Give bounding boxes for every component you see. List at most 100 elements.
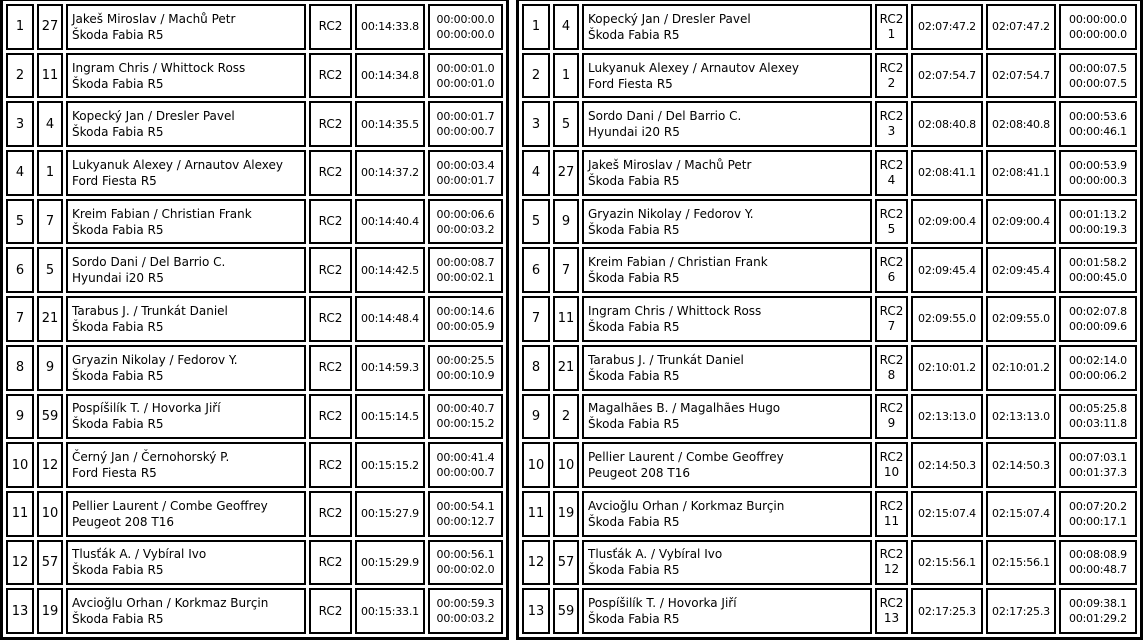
- result-row: 8 21 Tarabus J. / Trunkát Daniel Škoda Fabi…: [522, 344, 1137, 391]
- position-cell: 12: [6, 539, 34, 586]
- gap-to-leader: 00:00:41.4: [436, 451, 495, 465]
- class-cell: RC2: [309, 539, 352, 586]
- result-row: 10 10 Pellier Laurent / Combe Geoffrey Peug…: [522, 442, 1137, 488]
- gap-cell: 00:00:01.7 00:00:00.7: [428, 101, 503, 148]
- stage-time-cell: 00:15:33.1: [355, 588, 425, 634]
- crew-cell: Kopecký Jan / Dresler Pavel Škoda Fabia R…: [66, 101, 306, 148]
- crew-cell: Sordo Dani / Del Barrio C. Hyundai i20 R5: [66, 247, 306, 294]
- car-name: Škoda Fabia R5: [72, 125, 164, 140]
- stage-time-cell: 00:14:59.3: [355, 344, 425, 391]
- total-time-cell: 02:15:56.1: [911, 539, 983, 586]
- car-name: Škoda Fabia R5: [72, 417, 164, 432]
- gap-cell: 00:07:03.1 00:01:37.3: [1059, 442, 1137, 488]
- position-cell: 10: [522, 442, 550, 488]
- crew-cell: Sordo Dani / Del Barrio C. Hyundai i20 R5: [582, 101, 872, 148]
- stage-time-cell: 00:15:27.9: [355, 490, 425, 537]
- gap-to-leader: 00:07:20.2: [1069, 499, 1127, 513]
- total-time-cell: 02:07:47.2: [911, 4, 983, 50]
- stage-time-cell: 00:14:37.2: [355, 150, 425, 196]
- class-cell: RC2 1: [875, 4, 908, 50]
- class-cell: RC2: [309, 198, 352, 245]
- gap-cell: 00:01:13.2 00:00:19.3: [1059, 198, 1137, 245]
- class-name: RC2: [879, 596, 904, 611]
- crew-names: Kopecký Jan / Dresler Pavel: [72, 109, 235, 124]
- class-cell: RC2: [309, 150, 352, 196]
- car-name: Škoda Fabia R5: [72, 563, 164, 578]
- car-number-cell: 4: [553, 4, 579, 50]
- position-cell: 4: [6, 150, 34, 196]
- crew-names: Sordo Dani / Del Barrio C.: [588, 109, 742, 124]
- gap-to-leader: 00:00:03.4: [436, 158, 495, 172]
- gap-to-previous: 00:00:03.2: [436, 612, 495, 626]
- result-row: 1 27 Jakeš Miroslav / Machů Petr Škoda Fabi…: [6, 4, 503, 50]
- car-name: Škoda Fabia R5: [72, 222, 164, 237]
- result-row: 2 1 Lukyanuk Alexey / Arnautov Alexey Ford …: [522, 52, 1137, 99]
- result-row: 11 19 Avcioğlu Orhan / Korkmaz Burçin Škoda…: [522, 490, 1137, 537]
- crew-names: Pellier Laurent / Combe Geoffrey: [588, 450, 784, 465]
- result-row: 2 11 Ingram Chris / Whittock Ross Škoda Fab…: [6, 52, 503, 99]
- class-cell: RC2: [309, 52, 352, 99]
- gap-cell: 00:00:53.6 00:00:46.1: [1059, 101, 1137, 148]
- crew-names: Jakeš Miroslav / Machů Petr: [588, 157, 752, 172]
- class-name: RC2: [879, 109, 904, 124]
- car-number-cell: 21: [553, 344, 579, 391]
- car-name: Hyundai i20 R5: [588, 125, 680, 140]
- class-name: RC2: [879, 60, 904, 75]
- crew-names: Avcioğlu Orhan / Korkmaz Burçin: [72, 596, 269, 611]
- car-number-cell: 9: [37, 344, 63, 391]
- result-row: 11 10 Pellier Laurent / Combe Geoffrey Peug…: [6, 490, 503, 537]
- car-name: Ford Fiesta R5: [72, 466, 157, 481]
- crew-cell: Avcioğlu Orhan / Korkmaz Burçin Škoda Fab…: [66, 588, 306, 634]
- stage-time-cell: 00:15:15.2: [355, 442, 425, 488]
- stage-time-cell: 00:14:40.4: [355, 198, 425, 245]
- class-position: 4: [887, 172, 896, 187]
- class-name: RC2: [879, 157, 904, 172]
- total-time-2-cell: 02:09:45.4: [986, 247, 1056, 294]
- class-cell: RC2 10: [875, 442, 908, 488]
- car-name: Škoda Fabia R5: [72, 76, 164, 91]
- gap-to-leader: 00:00:06.6: [436, 207, 495, 221]
- class-cell: RC2: [309, 588, 352, 634]
- result-row: 5 7 Kreim Fabian / Christian Frank Škoda Fa…: [6, 198, 503, 245]
- car-name: Škoda Fabia R5: [588, 368, 680, 383]
- crew-names: Pellier Laurent / Combe Geoffrey: [72, 498, 268, 513]
- result-row: 13 59 Pospíšilík T. / Hovorka Jiří Škoda Fa…: [522, 588, 1137, 634]
- stage-time-cell: 00:14:48.4: [355, 296, 425, 342]
- class-cell: RC2: [309, 101, 352, 148]
- gap-to-leader: 00:00:53.6: [1069, 110, 1127, 124]
- gap-to-previous: 00:01:29.2: [1069, 612, 1127, 626]
- class-position: 11: [883, 513, 900, 528]
- crew-cell: Jakeš Miroslav / Machů Petr Škoda Fabia R…: [582, 150, 872, 196]
- position-cell: 9: [6, 393, 34, 440]
- gap-to-leader: 00:00:01.7: [436, 110, 495, 124]
- stage-time-cell: 00:14:34.8: [355, 52, 425, 99]
- position-cell: 2: [6, 52, 34, 99]
- stage-results-table: 1 27 Jakeš Miroslav / Machů Petr Škoda Fabi…: [0, 0, 509, 640]
- gap-to-previous: 00:00:06.2: [1069, 368, 1127, 382]
- class-position: 7: [887, 318, 896, 333]
- stage-time-cell: 00:15:29.9: [355, 539, 425, 586]
- gap-to-leader: 00:00:08.7: [436, 256, 495, 270]
- class-name: RC2: [879, 498, 904, 513]
- crew-cell: Gryazin Nikolay / Fedorov Y. Škoda Fabia …: [66, 344, 306, 391]
- gap-cell: 00:00:53.9 00:00:00.3: [1059, 150, 1137, 196]
- crew-cell: Kreim Fabian / Christian Frank Škoda Fabi…: [582, 247, 872, 294]
- result-row: 9 59 Pospíšilík T. / Hovorka Jiří Škoda Fab…: [6, 393, 503, 440]
- position-cell: 1: [6, 4, 34, 50]
- car-number-cell: 7: [37, 198, 63, 245]
- class-cell: RC2 5: [875, 198, 908, 245]
- stage-results-body: 1 27 Jakeš Miroslav / Machů Petr Škoda Fabi…: [6, 4, 503, 634]
- crew-cell: Pospíšilík T. / Hovorka Jiří Škoda Fabia …: [582, 588, 872, 634]
- crew-names: Gryazin Nikolay / Fedorov Y.: [588, 206, 754, 221]
- gap-to-previous: 00:00:02.1: [436, 271, 495, 285]
- gap-cell: 00:09:38.1 00:01:29.2: [1059, 588, 1137, 634]
- crew-names: Ingram Chris / Whittock Ross: [588, 303, 762, 318]
- gap-to-previous: 00:00:01.0: [436, 76, 495, 90]
- gap-to-leader: 00:00:01.0: [436, 61, 495, 75]
- car-number-cell: 1: [553, 52, 579, 99]
- gap-to-leader: 00:00:40.7: [436, 402, 495, 416]
- result-row: 5 9 Gryazin Nikolay / Fedorov Y. Škoda Fabi…: [522, 198, 1137, 245]
- position-cell: 5: [522, 198, 550, 245]
- gap-cell: 00:08:08.9 00:00:48.7: [1059, 539, 1137, 586]
